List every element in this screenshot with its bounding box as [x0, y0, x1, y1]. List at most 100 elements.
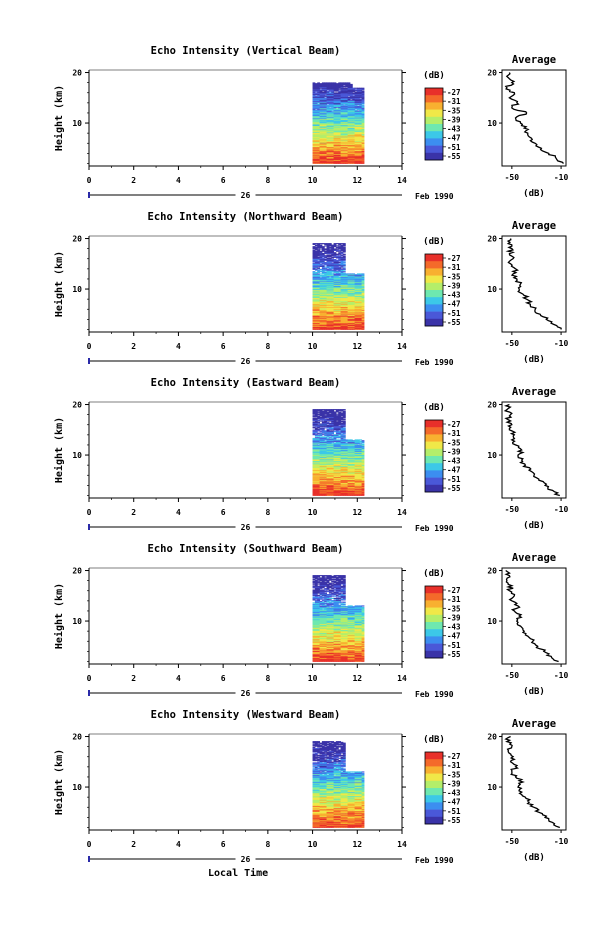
heatmap-cell	[321, 280, 325, 283]
heatmap-cell	[331, 281, 335, 283]
heatmap-cell	[354, 295, 358, 297]
heatmap-cell	[333, 298, 337, 300]
heatmap-cell	[324, 275, 327, 277]
heatmap-cell	[333, 315, 337, 317]
heatmap-cell	[326, 313, 330, 315]
heatmap-cell	[354, 141, 358, 143]
heatmap-cell	[356, 287, 360, 289]
heatmap-cell	[347, 123, 351, 125]
heatmap-cell	[319, 459, 323, 462]
heatmap-cell	[314, 157, 318, 159]
heatmap-cell	[349, 121, 353, 123]
heatmap-cell	[340, 140, 344, 142]
heatmap-cell	[319, 424, 323, 426]
heatmap-cell	[324, 111, 327, 113]
heatmap-cell	[335, 143, 339, 145]
heatmap-cell	[314, 316, 318, 318]
heatmap-cell	[314, 459, 318, 461]
heatmap-cell	[340, 134, 344, 136]
heatmap-cell	[361, 305, 365, 307]
heatmap-cell	[312, 89, 316, 92]
heatmap-cell	[319, 108, 323, 110]
heatmap-cell	[359, 89, 363, 91]
heatmap-cell	[342, 302, 346, 304]
heatmap-cell	[338, 121, 342, 123]
heatmap-cell	[328, 160, 332, 162]
heatmap-cell	[340, 90, 344, 92]
heatmap-cell	[312, 412, 316, 415]
heatmap-cell	[349, 325, 353, 327]
heatmap-cell	[312, 418, 316, 421]
heatmap-cell	[352, 280, 356, 282]
heatmap-cell	[324, 286, 327, 288]
heatmap-cell	[331, 287, 335, 289]
heatmap-cell	[319, 155, 323, 157]
heatmap-cell	[321, 300, 325, 302]
heatmap-cell	[340, 268, 344, 270]
heatmap-cell	[324, 262, 327, 264]
heatmap-cell	[342, 105, 346, 108]
heatmap-cell	[345, 281, 349, 283]
heatmap-cell	[354, 286, 358, 288]
heatmap-cell	[338, 86, 342, 89]
heatmap-cell	[349, 105, 353, 107]
heatmap-cell	[347, 277, 351, 280]
heatmap-cell	[331, 261, 335, 263]
heatmap-cell	[312, 85, 316, 87]
heatmap-cell	[314, 304, 318, 306]
heatmap-cell	[342, 278, 346, 280]
heatmap-cell	[340, 285, 344, 287]
heatmap-cell	[321, 88, 325, 90]
heatmap-cell	[314, 292, 318, 294]
heatmap-cell	[324, 93, 327, 95]
heatmap-cell	[342, 156, 346, 158]
heatmap-cell	[361, 306, 365, 308]
heatmap-cell	[352, 294, 356, 296]
heatmap-cell	[335, 103, 339, 105]
heatmap-cell	[361, 312, 365, 314]
heatmap-cell	[338, 159, 342, 161]
heatmap-cell	[326, 102, 330, 104]
heatmap-cell	[319, 252, 323, 255]
colorbar-segment	[425, 268, 443, 276]
heatmap-cell	[356, 295, 360, 297]
heatmap-cell	[340, 299, 344, 301]
heatmap-cell	[352, 309, 356, 311]
heatmap-cell	[326, 82, 330, 84]
heatmap-cell	[319, 253, 323, 255]
heatmap-cell	[345, 122, 349, 124]
heatmap-cell	[314, 277, 318, 279]
heatmap-cell	[340, 143, 344, 145]
heatmap-cell	[361, 299, 365, 301]
heatmap-cell	[342, 307, 346, 309]
heatmap-cell	[319, 270, 323, 272]
heatmap-cell	[347, 91, 351, 93]
heatmap-cell	[338, 108, 342, 110]
heatmap-cell	[326, 288, 330, 290]
heatmap-cell	[317, 479, 320, 481]
heatmap-cell	[359, 303, 363, 305]
heatmap-cell	[340, 83, 344, 85]
heatmap-cell	[314, 136, 318, 139]
heatmap-cell	[349, 139, 353, 142]
heatmap-cell	[324, 324, 327, 326]
heatmap-cell	[347, 160, 351, 162]
heatmap-cell	[352, 124, 356, 126]
heatmap-cell	[354, 118, 358, 120]
heatmap-cell	[317, 413, 320, 415]
heatmap-cell	[312, 474, 316, 476]
heatmap-cell	[345, 143, 349, 145]
heatmap-cell	[340, 267, 344, 269]
heatmap-cell	[331, 274, 335, 277]
heatmap-cell	[312, 299, 316, 301]
heatmap-cell	[312, 271, 316, 274]
heatmap-cell	[317, 156, 320, 158]
heatmap-cell	[317, 467, 320, 469]
heatmap-cell	[317, 158, 320, 161]
heatmap-cell	[328, 271, 332, 274]
heatmap-cell	[349, 162, 353, 164]
heatmap-cell	[314, 83, 318, 86]
heatmap-cell	[328, 97, 332, 99]
heatmap-cell	[338, 101, 342, 103]
heatmap-cell	[340, 309, 344, 311]
